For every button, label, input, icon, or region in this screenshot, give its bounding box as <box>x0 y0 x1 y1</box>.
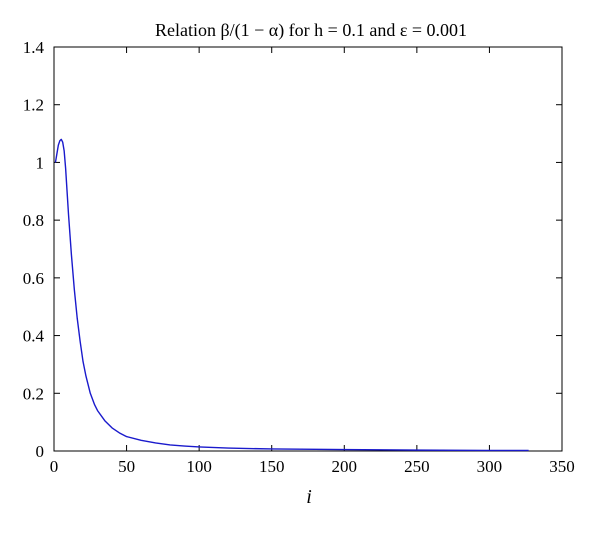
x-tick-label: 300 <box>477 457 503 476</box>
y-tick-label: 1.4 <box>23 38 45 57</box>
x-tick-label: 50 <box>118 457 135 476</box>
x-axis-label: i <box>306 486 312 508</box>
y-tick-label: 1 <box>36 153 45 172</box>
series-layer <box>54 138 529 452</box>
series-line <box>54 138 529 452</box>
x-tick-label: 200 <box>332 457 358 476</box>
y-tick-label: 0.8 <box>23 211 44 230</box>
x-tick-label: 350 <box>549 457 575 476</box>
chart-title: Relation β/(1 − α) for h = 0.1 and ε = 0… <box>155 20 467 41</box>
ticks-layer: 0 50 100 150 200 250 300 350 0 0.2 0.4 0.6 0.8 1 1.2 1.… <box>23 38 575 476</box>
y-tick-label: 0.2 <box>23 384 44 403</box>
y-tick-label: 0.6 <box>23 269 44 288</box>
x-tick-label: 0 <box>50 457 59 476</box>
y-tick-label: 0.4 <box>23 327 45 346</box>
plot-frame <box>53 46 563 452</box>
x-tick-label: 100 <box>186 457 212 476</box>
y-tick-label: 0 <box>36 442 45 461</box>
y-tick-label: 1.2 <box>23 96 44 115</box>
x-tick-label: 150 <box>259 457 285 476</box>
x-tick-label: 250 <box>404 457 430 476</box>
